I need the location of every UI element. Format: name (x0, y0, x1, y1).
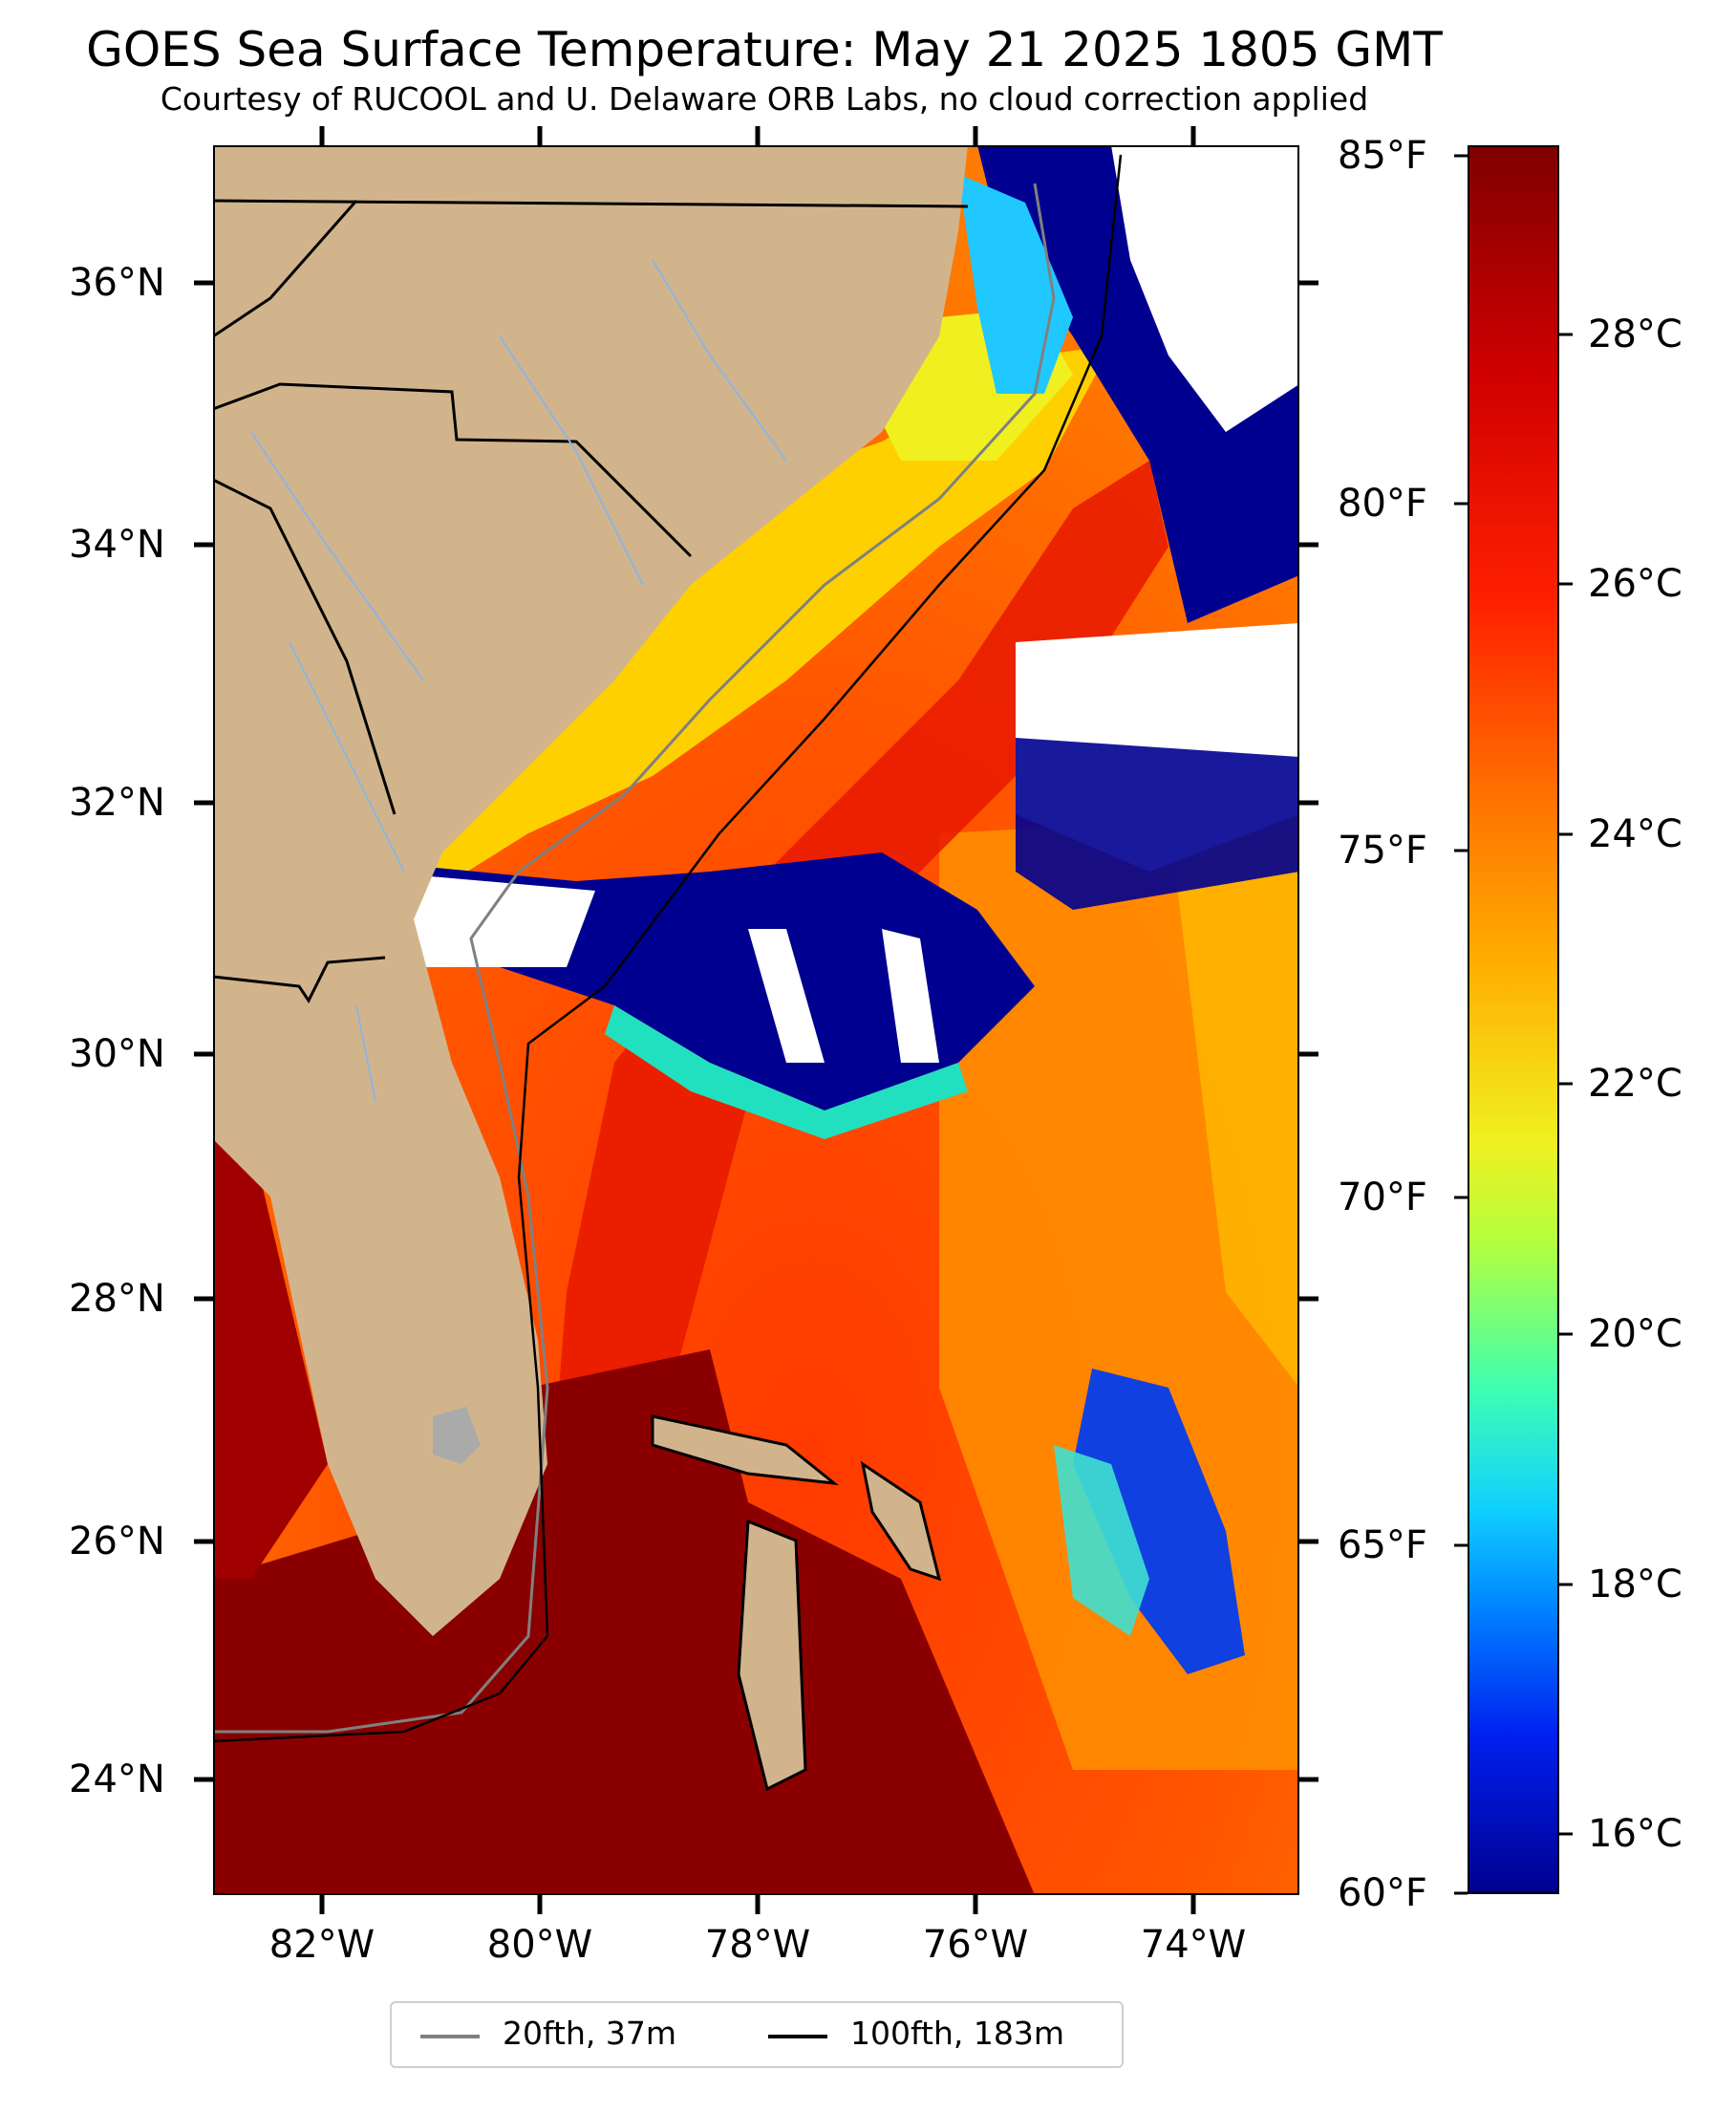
lon-label-74: 74°W (1140, 1923, 1247, 1967)
sst-map (213, 145, 1299, 1895)
sst-gulf-west (213, 1139, 328, 1579)
colorbar-f-label-80: 80°F (1338, 482, 1427, 526)
colorbar-c-label-16: 16°C (1588, 1812, 1682, 1856)
colorbar-f-label-65: 65°F (1338, 1523, 1427, 1567)
legend-line-20-fathom (420, 2035, 480, 2038)
sst-cold-water-east (1016, 738, 1299, 910)
cloud-patch-northeast (1111, 145, 1299, 432)
land-abaco (860, 1460, 942, 1582)
lat-label-26: 26°N (69, 1520, 165, 1563)
colorbar-c-label-18: 18°C (1588, 1563, 1682, 1606)
sst-cold-patch-southeast (1073, 1369, 1245, 1674)
sst-cyan-edge-georgia (605, 1005, 968, 1139)
colorbar-c-label-26: 26°C (1588, 562, 1682, 606)
lat-label-24: 24°N (69, 1757, 165, 1801)
lon-label-80: 80°W (486, 1923, 593, 1967)
lat-label-34: 34°N (69, 523, 165, 567)
state-border-nc-va (213, 199, 969, 208)
colorbar-c-label-22: 22°C (1588, 1062, 1682, 1106)
state-border-nc-sc (213, 382, 693, 558)
map-frame (213, 145, 1299, 1895)
state-border-ga-sc (213, 478, 396, 815)
lat-label-28: 28°N (69, 1277, 165, 1321)
colorbar-f-label-85: 85°F (1338, 134, 1427, 178)
isobath-20-fathom (213, 183, 1056, 1734)
isobath-legend: 20fth, 37m 100fth, 183m (390, 2001, 1124, 2068)
map-title: GOES Sea Surface Temperature: May 21 202… (86, 22, 1443, 77)
map-subtitle: Courtesy of RUCOOL and U. Delaware ORB L… (160, 80, 1369, 118)
sst-colorbar (1468, 145, 1559, 1894)
lon-label-78: 78°W (704, 1923, 811, 1967)
land-grand-bahama (651, 1414, 839, 1486)
lat-label-32: 32°N (69, 781, 165, 825)
colorbar-c-label-28: 28°C (1588, 313, 1682, 356)
land-andros-island (737, 1519, 807, 1792)
cloud-white-streak-2 (882, 929, 939, 1063)
land-southeast-us (213, 145, 968, 1636)
cloud-white-streak-1 (748, 929, 825, 1063)
colorbar-f-label-75: 75°F (1338, 829, 1427, 873)
colorbar-c-label-24: 24°C (1588, 812, 1682, 856)
lon-label-76: 76°W (922, 1923, 1029, 1967)
colorbar-f-label-70: 70°F (1338, 1175, 1427, 1219)
sst-cyan-patch-southeast (1054, 1445, 1149, 1636)
colorbar-f-label-60: 60°F (1338, 1871, 1427, 1915)
legend-line-100-fathom (768, 2035, 827, 2038)
sst-shelf-yellow (404, 346, 1111, 881)
isobath-100-fathom (213, 154, 1123, 1743)
state-border-fl-ga (213, 956, 386, 1003)
lon-label-82: 82°W (268, 1923, 375, 1967)
sst-far-east-yellow (1168, 814, 1299, 1388)
lake-okeechobee (433, 1407, 481, 1464)
lat-label-30: 30°N (69, 1032, 165, 1076)
legend-label-100-fathom: 100fth, 183m (850, 2015, 1064, 2052)
colorbar-c-label-20: 20°C (1588, 1312, 1682, 1356)
river-lines (250, 259, 787, 1102)
legend-label-20-fathom: 20fth, 37m (503, 2015, 676, 2052)
state-border-nc-tn (213, 200, 358, 338)
lat-label-36: 36°N (69, 261, 165, 305)
